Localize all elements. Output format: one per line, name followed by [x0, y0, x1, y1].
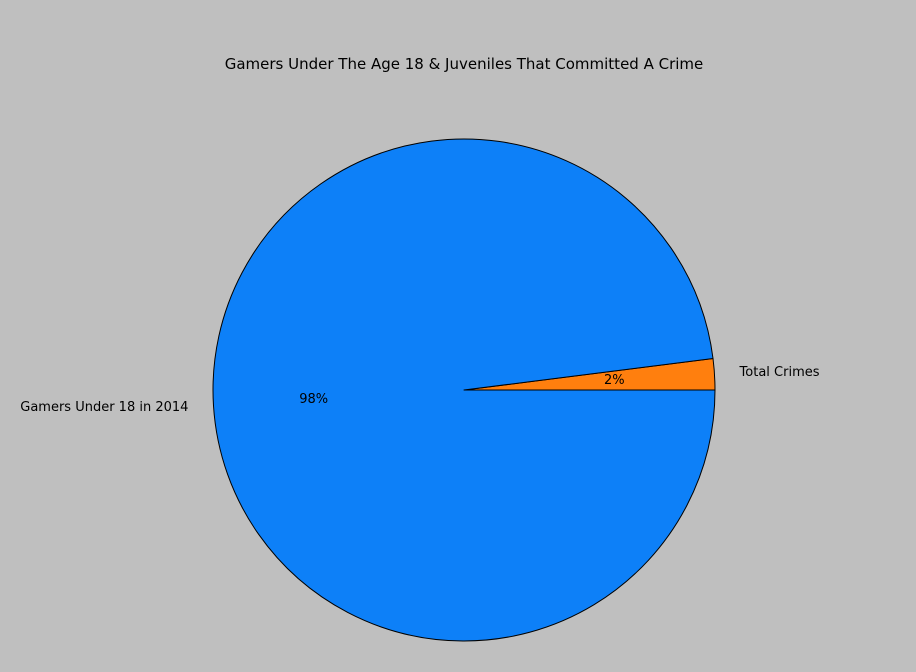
pie-slice-label-gamers-under-18-in-2014: Gamers Under 18 in 2014: [20, 400, 188, 415]
pie-slice-label-total-crimes: Total Crimes: [739, 365, 820, 380]
chart-title: Gamers Under The Age 18 & Juveniles That…: [224, 55, 704, 73]
pie-slice-gamers-under-18-in-2014: [212, 138, 716, 642]
pie-pct-label-total-crimes: 2%: [604, 373, 625, 388]
pie-pct-label-gamers-under-18-in-2014: 98%: [299, 392, 328, 407]
